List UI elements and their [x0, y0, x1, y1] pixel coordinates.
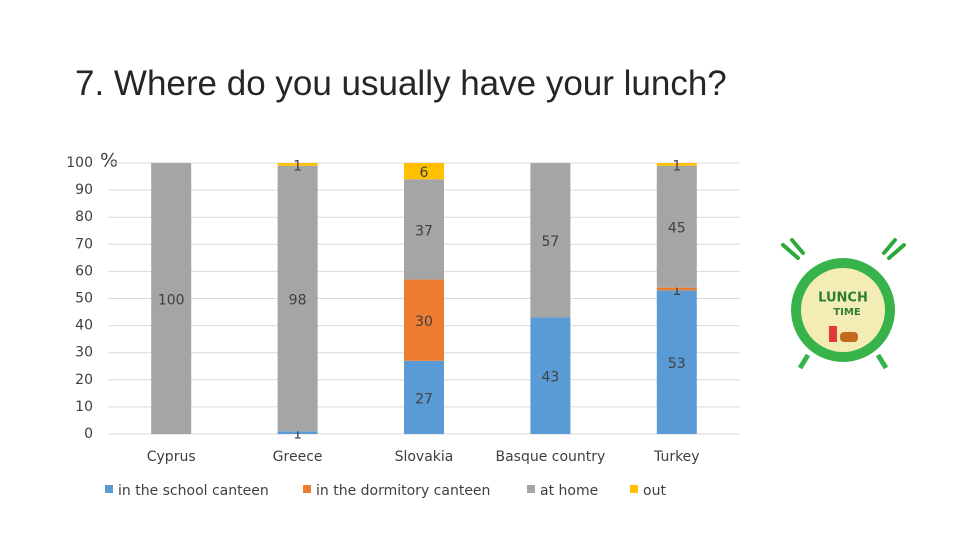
y-tick-label: 70	[75, 236, 93, 252]
y-tick-label: 50	[75, 291, 93, 307]
illustration-label: TIME	[833, 307, 860, 318]
y-unit: %	[100, 150, 118, 172]
bar-segment	[404, 163, 444, 180]
y-tick-label: 20	[75, 372, 93, 388]
x-tick-label: Slovakia	[395, 449, 454, 465]
y-tick-label: 90	[75, 182, 93, 198]
data-label: 1	[672, 283, 681, 299]
y-tick-label: 10	[75, 399, 93, 415]
bar-segment	[656, 163, 697, 166]
bar-segment	[277, 165, 318, 432]
data-label: 37	[415, 223, 433, 239]
bar-segment	[277, 431, 318, 434]
data-label: 1	[293, 158, 302, 174]
y-tick-label: 100	[66, 155, 93, 171]
x-tick-label: Cyprus	[147, 449, 196, 465]
legend-label: at home	[540, 483, 598, 499]
data-label: 57	[541, 234, 559, 250]
legend-swatch	[105, 485, 113, 493]
x-tick-label: Turkey	[653, 449, 700, 465]
bar-segment	[404, 360, 444, 434]
data-label: 98	[289, 293, 307, 309]
lunch-clock	[781, 238, 906, 370]
data-label: 1	[672, 158, 681, 174]
data-label: 43	[541, 370, 559, 386]
data-label: 45	[668, 221, 686, 237]
legend-label: out	[643, 483, 666, 499]
bar-segment	[404, 279, 444, 361]
bar-segment	[656, 165, 697, 288]
y-tick-label: 30	[75, 345, 93, 361]
bar-segment	[530, 163, 571, 318]
y-tick-label: 80	[75, 209, 93, 225]
illustration-label: LUNCH	[818, 291, 868, 306]
legend-swatch	[303, 485, 311, 493]
bar-segment	[656, 290, 697, 434]
legend-swatch	[527, 485, 535, 493]
data-label: 53	[668, 356, 686, 372]
y-tick-label: 40	[75, 318, 93, 334]
data-label: 30	[415, 314, 433, 330]
data-label: 27	[415, 391, 433, 407]
chart-title: 7. Where do you usually have your lunch?	[75, 64, 727, 103]
data-label: 1	[293, 427, 302, 443]
bar-segment	[151, 163, 192, 434]
legend-label: in the dormitory canteen	[316, 483, 490, 499]
legend-swatch	[630, 485, 638, 493]
bar-segment	[530, 317, 571, 434]
y-tick-label: 0	[84, 426, 93, 442]
bar-segment	[656, 287, 697, 291]
bar-segment	[404, 179, 444, 280]
bar-segment	[277, 163, 318, 166]
data-label: 100	[158, 293, 185, 309]
x-tick-label: Basque country	[495, 449, 605, 465]
x-tick-label: Greece	[273, 449, 323, 465]
data-label: 6	[420, 165, 429, 181]
y-tick-label: 60	[75, 263, 93, 279]
legend-label: in the school canteen	[118, 483, 269, 499]
